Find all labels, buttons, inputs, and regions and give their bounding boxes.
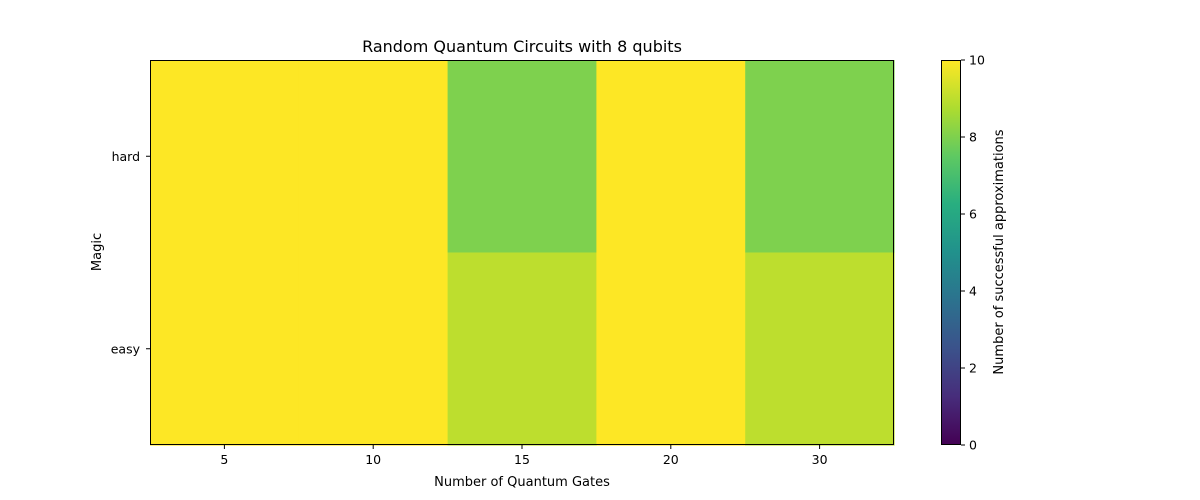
heatmap-cells	[150, 60, 895, 446]
colorbar	[941, 60, 961, 445]
plot-frame	[150, 60, 894, 445]
chart-title: Random Quantum Circuits with 8 qubits	[362, 37, 682, 56]
colorbar-tick-label: 4	[969, 284, 977, 299]
x-tick-label: 20	[663, 452, 679, 467]
heatmap-cell-easy-10	[298, 252, 449, 446]
heatmap-cell-hard-10	[298, 60, 449, 254]
heatmap-cell-hard-30	[745, 60, 895, 254]
x-tick-label: 10	[365, 452, 381, 467]
colorbar-tick-label: 10	[969, 53, 985, 68]
heatmap-cell-easy-20	[596, 252, 746, 446]
heatmap-cell-hard-15	[447, 60, 597, 254]
colorbar-tick-label: 6	[969, 207, 977, 222]
heatmap-cell-easy-30	[745, 252, 895, 446]
colorbar-label: Number of successful approximations	[992, 129, 1007, 374]
y-axis-label: Magic	[90, 233, 105, 271]
heatmap-cell-easy-5	[150, 252, 300, 446]
heatmap-cell-easy-15	[447, 252, 597, 446]
heatmap-cell-hard-5	[150, 60, 300, 254]
y-tick-label: easy	[111, 341, 141, 356]
y-axis-ticks: hard easy	[111, 149, 150, 356]
colorbar-ticks: 0 2 4 6 8 10	[961, 53, 985, 453]
x-axis-label: Number of Quantum Gates	[434, 475, 610, 490]
colorbar-tick-label: 8	[969, 130, 977, 145]
x-tick-label: 30	[812, 452, 828, 467]
colorbar-tick-label: 0	[969, 438, 977, 453]
colorbar-tick-label: 2	[969, 361, 977, 376]
x-tick-label: 15	[514, 452, 530, 467]
heatmap-cell-hard-20	[596, 60, 746, 254]
x-axis-ticks: 5 10 15 20 30	[220, 445, 828, 467]
x-tick-label: 5	[220, 452, 228, 467]
y-tick-label: hard	[112, 149, 140, 164]
